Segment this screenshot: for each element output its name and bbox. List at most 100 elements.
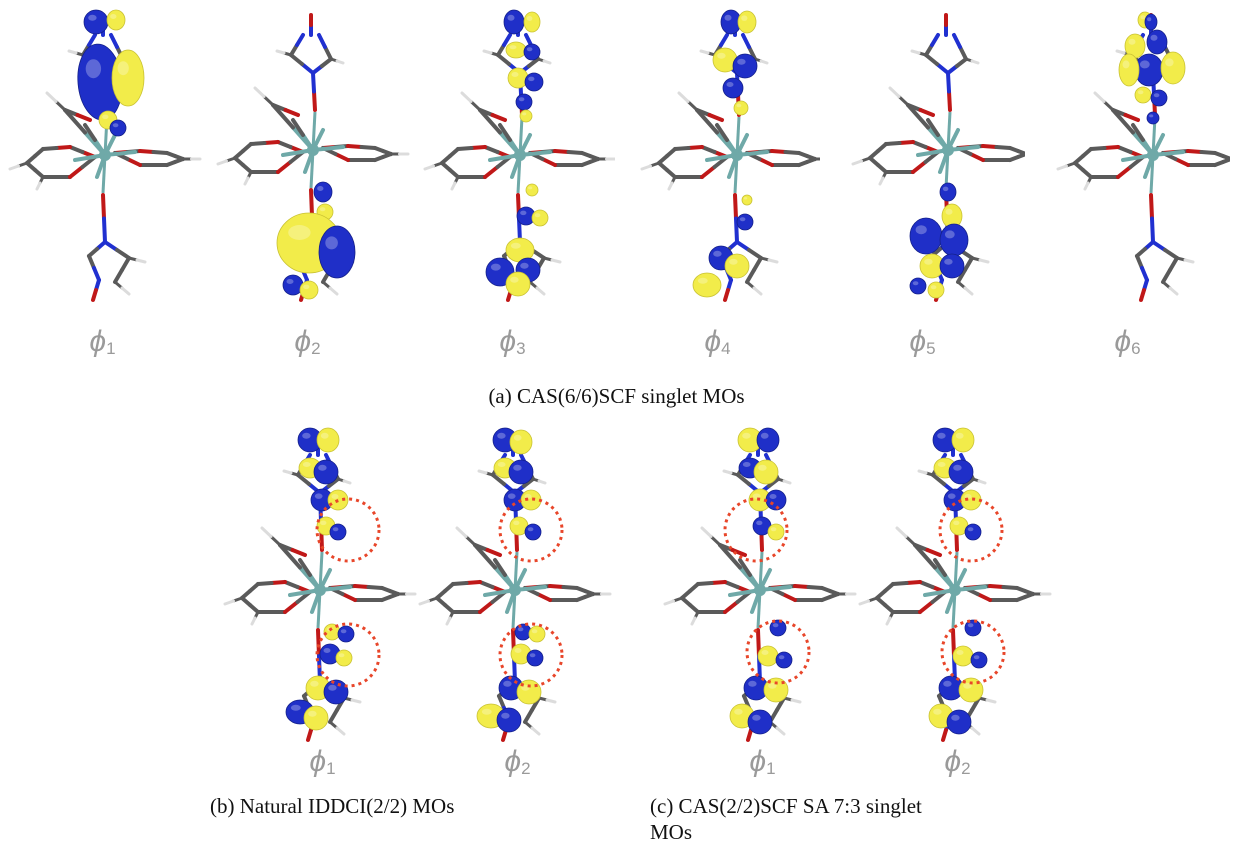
orbital-lobe-negative [769, 619, 787, 637]
molecule-render [423, 9, 615, 302]
orbital-lobe-positive [507, 67, 529, 89]
orbital-lobe-negative [756, 427, 780, 453]
orbital-lobe-positive [960, 489, 982, 511]
orbital-lobe-positive [741, 194, 753, 206]
orbital-lobe-positive [692, 272, 722, 298]
highlight-circle [315, 622, 381, 688]
orbital-lobe-negative [524, 72, 544, 92]
molecule-render [216, 13, 410, 302]
orbital-lobe-positive [951, 427, 975, 453]
orbital-lobe-negative [1146, 111, 1160, 125]
orbital-lobe-negative [526, 649, 544, 667]
highlight-circle [938, 497, 1004, 563]
orbital-lobe-positive [1118, 53, 1140, 87]
orbital-lobe-positive [316, 427, 340, 453]
caption-line-2: MOs [650, 820, 693, 844]
mo-a-phi4: ϕ4 [615, 0, 820, 370]
orbital-lobe-positive [106, 9, 126, 31]
orbital-lobe-positive [528, 625, 546, 643]
orbital-lobe-positive [523, 11, 541, 33]
molecule-render [1056, 11, 1230, 302]
caption-panel-a: (a) CAS(6/6)SCF singlet MOs [488, 384, 745, 408]
orbital-lobe-negative [909, 277, 927, 295]
orbital-lobe-positive [299, 280, 319, 300]
orbital-label: ϕ5 [909, 325, 936, 358]
orbital-lobe-positive [724, 253, 750, 279]
orbital-lobe-positive [505, 41, 527, 59]
orbital-lobe-negative [732, 53, 758, 79]
orbital-label: ϕ3 [499, 325, 526, 358]
orbital-lobe-positive [519, 109, 533, 123]
molecule-render [223, 427, 417, 742]
orbital-label: ϕ6 [1114, 325, 1141, 358]
orbital-lobe-positive [531, 209, 549, 227]
orbital-label: ϕ2 [944, 745, 971, 778]
orbital-lobe-negative [523, 43, 541, 61]
orbital-label: ϕ2 [504, 745, 531, 778]
orbital-lobe-negative [337, 625, 355, 643]
panel-b: ϕ1 ϕ2 (b) Natural IDDCI(2/2) MOs [210, 420, 630, 850]
orbital-lobe-positive [1160, 51, 1186, 85]
highlight-circle [745, 619, 811, 685]
orbital-lobe-negative [313, 181, 333, 203]
orbital-lobe-positive [335, 649, 353, 667]
orbital-lobe-negative [318, 225, 356, 279]
highlight-circle [498, 497, 564, 563]
orbital-lobe-negative [329, 523, 347, 541]
highlight-circle [940, 619, 1006, 685]
molecule-render [663, 427, 857, 742]
orbital-lobe-negative [722, 77, 744, 99]
mo-a-phi5: ϕ5 [820, 0, 1025, 370]
orbital-lobe-positive [505, 271, 531, 297]
orbital-lobe-negative [939, 182, 957, 202]
orbital-lobe-negative [503, 9, 525, 35]
molecule-render [640, 9, 820, 302]
molecule-render [851, 13, 1025, 302]
orbital-lobe-negative [946, 709, 972, 735]
mo-a-phi6: ϕ6 [1025, 0, 1230, 370]
orbital-lobe-negative [524, 523, 542, 541]
mo-a-phi1: ϕ1 [0, 0, 205, 370]
orbital-lobe-negative [948, 459, 974, 485]
mo-b-phi1: ϕ1 [220, 420, 425, 790]
molecule-render [418, 427, 612, 742]
orbital-lobe-positive [757, 645, 779, 667]
orbital-lobe-positive [525, 183, 539, 197]
orbital-lobe-positive [1134, 86, 1152, 104]
orbital-lobe-negative [970, 651, 988, 669]
orbital-lobe-negative [747, 709, 773, 735]
orbital-lobe-positive [767, 523, 785, 541]
mo-c-phi1: ϕ1 [660, 420, 865, 790]
orbital-lobe-positive [111, 49, 145, 107]
orbital-label: ϕ1 [89, 325, 116, 358]
orbital-lobe-positive [753, 459, 779, 485]
orbital-lobe-positive [733, 100, 749, 116]
orbital-lobe-positive [516, 679, 542, 705]
orbital-label: ϕ1 [309, 745, 336, 778]
molecule-render [858, 427, 1052, 742]
orbital-lobe-positive [509, 429, 533, 455]
orbital-lobe-negative [736, 213, 754, 231]
orbital-label: ϕ2 [294, 325, 321, 358]
highlight-circle [315, 497, 381, 563]
orbital-lobe-positive [737, 10, 757, 34]
orbital-lobe-negative [323, 679, 349, 705]
orbital-lobe-negative [508, 459, 534, 485]
molecule-render [8, 9, 202, 302]
orbital-label: ϕ4 [704, 325, 731, 358]
orbital-label: ϕ1 [749, 745, 776, 778]
orbital-lobe-negative [109, 119, 127, 137]
orbital-lobe-positive [520, 489, 542, 511]
panel-a: ϕ1 ϕ2 ϕ3 ϕ4 ϕ5 ϕ6 (a) CAS(6/6)SCF single… [0, 0, 1233, 420]
orbital-lobe-negative [939, 253, 965, 279]
orbital-lobe-negative [939, 223, 969, 257]
orbital-lobe-negative [964, 619, 982, 637]
orbital-lobe-positive [927, 281, 945, 299]
orbital-lobe-negative [1146, 29, 1168, 55]
orbital-lobe-negative [496, 707, 522, 733]
mo-a-phi3: ϕ3 [410, 0, 615, 370]
orbital-lobe-negative [313, 459, 339, 485]
highlight-circle [498, 622, 564, 688]
caption-panel-c: (c) CAS(2/2)SCF SA 7:3 singlet MOs [650, 793, 922, 845]
orbital-lobe-negative [1150, 89, 1168, 107]
